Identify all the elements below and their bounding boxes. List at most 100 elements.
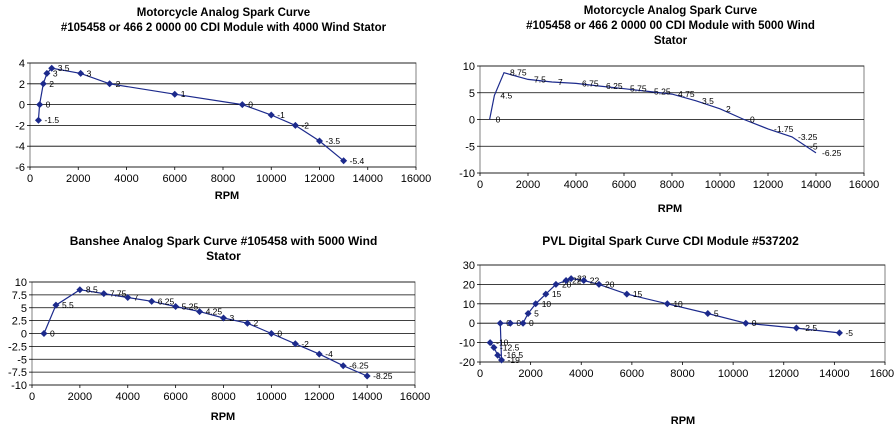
y-tick-label: 0: [21, 329, 27, 341]
x-tick-label: 8000: [660, 179, 684, 191]
plot-area: [29, 62, 417, 168]
y-tick-label: 5: [21, 303, 27, 315]
data-label: 7.75: [110, 289, 127, 299]
data-point: [106, 80, 114, 88]
y-tick-label: -5: [465, 141, 475, 153]
data-label: -5.4: [350, 156, 365, 166]
data-label: 3: [230, 313, 235, 323]
chart-title-line: Motorcycle Analog Spark Curve: [583, 5, 758, 17]
data-label: 0: [50, 329, 55, 339]
data-point: [238, 101, 246, 109]
data-label: 3.5: [58, 63, 70, 73]
data-label: -12.5: [500, 342, 520, 352]
y-tick-label: -2: [15, 120, 25, 132]
chart-title: Motorcycle Analog Spark Curve #105458 or…: [447, 4, 894, 49]
x-tick-label: 0: [27, 173, 33, 185]
data-label: 0: [529, 318, 534, 328]
data-label: 0: [516, 318, 521, 328]
data-label: 5: [534, 309, 539, 319]
x-tick-label: 2000: [68, 391, 92, 403]
data-point: [243, 319, 251, 327]
data-label: 5.75: [630, 84, 647, 94]
x-tick-label: 16000: [401, 173, 432, 185]
y-tick-label: 7.5: [12, 290, 27, 302]
data-point: [542, 290, 550, 298]
plot-area: [479, 264, 886, 363]
data-label: -2: [301, 339, 309, 349]
data-label: 0: [46, 100, 51, 110]
data-point: [704, 310, 712, 317]
data-label: 2: [253, 318, 258, 328]
y-tick-label: -10: [459, 338, 475, 350]
x-axis-label: RPM: [657, 203, 683, 215]
data-label: 10: [542, 299, 552, 309]
data-label: 1: [181, 89, 186, 99]
data-label: -10: [496, 338, 509, 348]
x-tick-label: 16000: [849, 179, 880, 191]
x-tick-label: 10000: [718, 368, 749, 380]
data-point: [835, 329, 843, 337]
chart-panel-4: PVL Digital Spark Curve CDI Module #5372…: [447, 216, 894, 431]
data-label: 4.5: [500, 90, 512, 100]
x-axis-label: RPM: [670, 415, 696, 427]
x-tick-label: 2000: [66, 173, 90, 185]
data-label: 7: [134, 292, 139, 302]
data-label: 10: [673, 299, 683, 309]
y-tick-label: -5: [17, 354, 27, 366]
data-point: [220, 314, 227, 322]
x-tick-label: 2000: [518, 368, 542, 380]
data-point: [498, 356, 506, 364]
x-tick-label: 12000: [304, 391, 335, 403]
data-point: [77, 69, 85, 77]
data-point: [40, 330, 48, 337]
chart-title-line: Stator: [206, 249, 241, 263]
y-tick-label: -7.5: [8, 367, 27, 379]
data-label: 23: [577, 274, 587, 284]
data-label: -19: [508, 355, 521, 365]
data-point: [196, 308, 204, 316]
x-tick-label: 6000: [612, 179, 636, 191]
data-label: -1: [277, 110, 285, 120]
data-point: [76, 286, 84, 294]
data-label: -5: [845, 328, 853, 338]
data-label: -3.25: [798, 132, 818, 142]
data-point: [486, 339, 494, 347]
data-point: [171, 90, 179, 98]
data-label: 0: [752, 318, 757, 328]
chart-title-line: #105458 or 466 2 0000 00 CDI Module with…: [60, 22, 387, 34]
data-label: -2.5: [802, 323, 817, 333]
data-point: [340, 157, 348, 165]
data-label: 3.5: [702, 96, 714, 106]
data-label: 6.25: [158, 296, 175, 306]
data-point: [291, 121, 299, 129]
x-tick-label: 10000: [256, 173, 287, 185]
x-tick-label: 0: [477, 179, 483, 191]
data-label: -1.5: [44, 115, 59, 125]
chart-plot: -6 -4 -2 0 2 4 0 2000 4000 6000 8000 10000 12000 1400…: [15, 58, 432, 185]
data-point: [267, 111, 275, 119]
data-label: 20: [562, 279, 572, 289]
data-point: [496, 319, 504, 327]
data-point: [595, 280, 603, 288]
x-tick-label: 12000: [304, 173, 335, 185]
y-tick-label: -4: [15, 141, 25, 153]
x-tick-label: 0: [477, 368, 483, 380]
data-label: 7: [558, 77, 563, 87]
data-point: [494, 351, 502, 359]
series-line: [489, 71, 817, 154]
data-label: 22: [590, 276, 600, 286]
data-label: 20: [605, 279, 615, 289]
y-tick-label: -6: [15, 162, 25, 174]
data-point: [506, 319, 514, 327]
data-point: [490, 343, 498, 351]
y-tick-label: -10: [459, 168, 475, 180]
y-tick-label: 0: [469, 115, 475, 127]
data-label: 2: [726, 104, 731, 114]
x-tick-label: 8000: [670, 368, 694, 380]
data-point: [552, 280, 560, 288]
data-label: 0: [248, 100, 253, 110]
data-label: -2: [301, 120, 309, 130]
data-point: [52, 301, 60, 309]
data-label: 15: [552, 289, 562, 299]
